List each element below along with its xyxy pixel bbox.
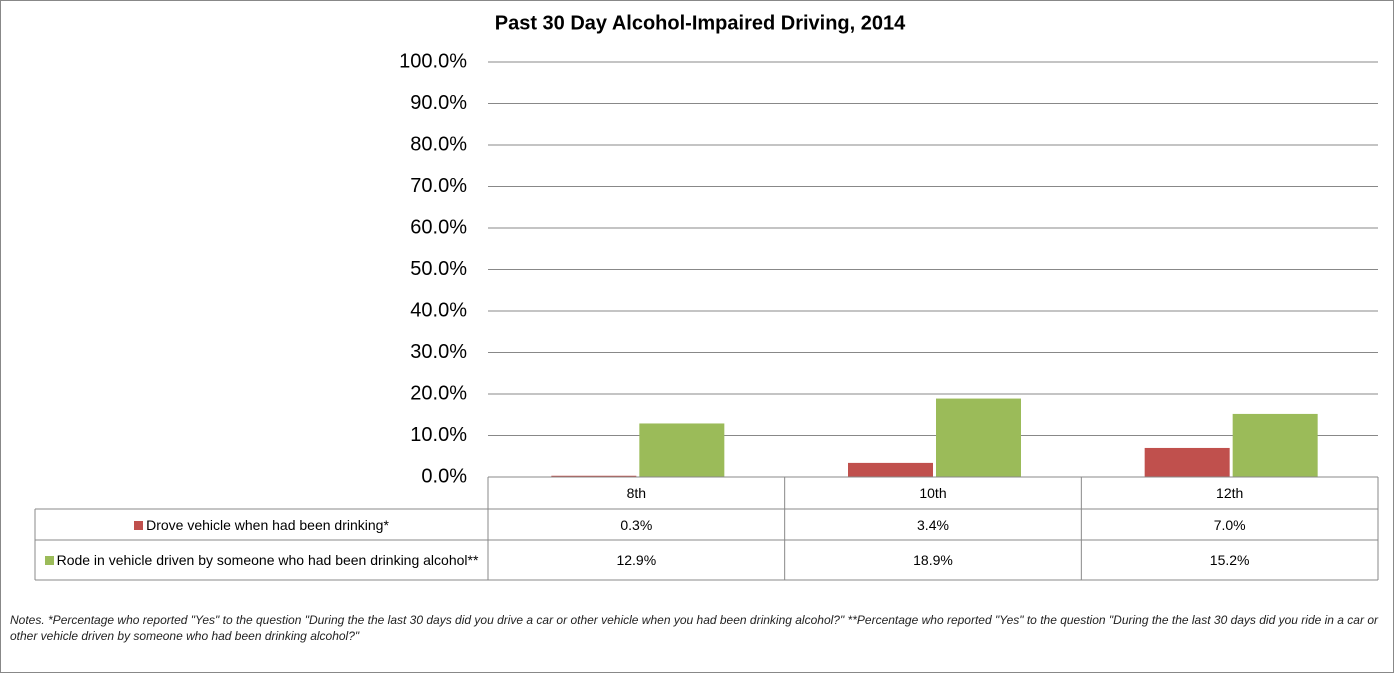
y-tick-label: 0.0% [421, 465, 467, 487]
data-label-inner: 18.9% [913, 552, 953, 568]
y-tick-label: 10.0% [410, 424, 467, 446]
y-tick-label: 20.0% [410, 382, 467, 404]
legend-entry-inner: Rode in vehicle driven by someone who ha… [44, 552, 479, 568]
data-label-text: 12.9% [616, 552, 657, 568]
data-label-inner: 12.9% [616, 552, 656, 568]
bar [936, 398, 1021, 477]
bar [848, 462, 933, 477]
y-tick-label: 80.0% [410, 133, 467, 155]
legend-entry-inner: Drove vehicle when had been drinking* [134, 517, 389, 533]
data-label-inner: 0.3% [620, 517, 652, 533]
y-tick-label: 100.0% [399, 50, 467, 72]
chart-title: Past 30 Day Alcohol-Impaired Driving, 20… [495, 12, 906, 34]
y-tick-label: 30.0% [410, 341, 467, 363]
x-tick-label-inner: 12th [1216, 485, 1243, 501]
data-label-inner: 7.0% [1214, 517, 1246, 533]
x-tick-label-inner: 8th [627, 485, 646, 501]
bar [551, 475, 637, 477]
legend-swatch [44, 556, 54, 565]
y-tick-label: 50.0% [410, 258, 467, 280]
x-tick-label: 8th [488, 477, 785, 509]
data-label-inner: 3.4% [917, 517, 949, 533]
bar [1232, 413, 1318, 477]
legend-entry: Drove vehicle when had been drinking* [35, 509, 488, 540]
x-tick-label-inner: 10th [919, 485, 946, 501]
data-label: 7.0% [1081, 509, 1378, 540]
notes: Notes. *Percentage who reported "Yes" to… [10, 613, 1378, 643]
data-label: 15.2% [1081, 540, 1378, 580]
legend-entry-text: Rode in vehicle driven by someone who ha… [56, 552, 479, 568]
data-label: 0.3% [488, 509, 785, 540]
data-label-text: 3.4% [917, 516, 949, 533]
data-label: 12.9% [488, 540, 785, 580]
bar [639, 423, 725, 477]
data-label-text: 15.2% [1209, 552, 1250, 568]
y-tick-label: 40.0% [410, 299, 467, 321]
y-tick-label: 70.0% [410, 175, 467, 197]
data-label-text: 18.9% [913, 552, 953, 568]
y-tick-label: 90.0% [410, 92, 467, 114]
data-label-inner: 15.2% [1210, 552, 1250, 568]
legend-swatch [134, 520, 144, 530]
x-tick-label-text: 12th [1216, 485, 1244, 501]
data-label-text: 0.3% [620, 516, 653, 533]
bar [1144, 447, 1230, 477]
x-tick-label-text: 8th [626, 485, 647, 501]
data-label: 3.4% [785, 509, 1082, 540]
y-tick-label: 60.0% [410, 216, 467, 238]
data-label-text: 7.0% [1213, 516, 1246, 533]
legend-entry-text: Drove vehicle when had been drinking* [146, 516, 389, 533]
x-tick-label: 12th [1081, 477, 1378, 509]
legend-entry: Rode in vehicle driven by someone who ha… [35, 540, 488, 580]
data-label: 18.9% [785, 540, 1082, 580]
x-tick-label: 10th [785, 477, 1082, 509]
x-tick-label-text: 10th [919, 485, 947, 501]
